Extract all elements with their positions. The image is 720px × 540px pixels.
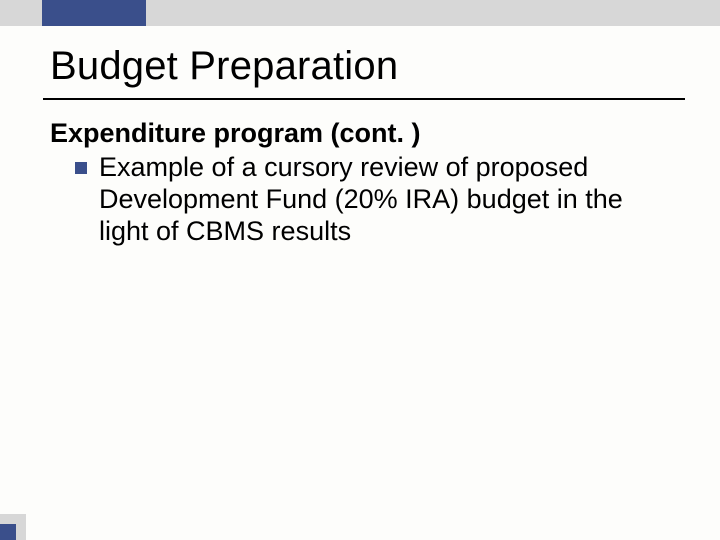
slide: Budget Preparation Expenditure program (…: [0, 0, 720, 540]
square-bullet-icon: [75, 162, 87, 174]
topbar-segment-right: [146, 0, 720, 26]
top-bar: [0, 0, 720, 26]
slide-subheading: Expenditure program (cont. ): [50, 118, 421, 149]
title-underline: [43, 98, 685, 100]
topbar-segment-left: [0, 0, 42, 26]
bullet-text: Example of a cursory review of proposed …: [99, 152, 675, 248]
slide-title: Budget Preparation: [50, 44, 398, 89]
body-text-block: Example of a cursory review of proposed …: [75, 152, 675, 248]
topbar-segment-accent: [42, 0, 146, 26]
bullet-item: Example of a cursory review of proposed …: [75, 152, 675, 248]
corner-inner-square: [0, 524, 16, 540]
corner-decoration: [0, 514, 26, 540]
